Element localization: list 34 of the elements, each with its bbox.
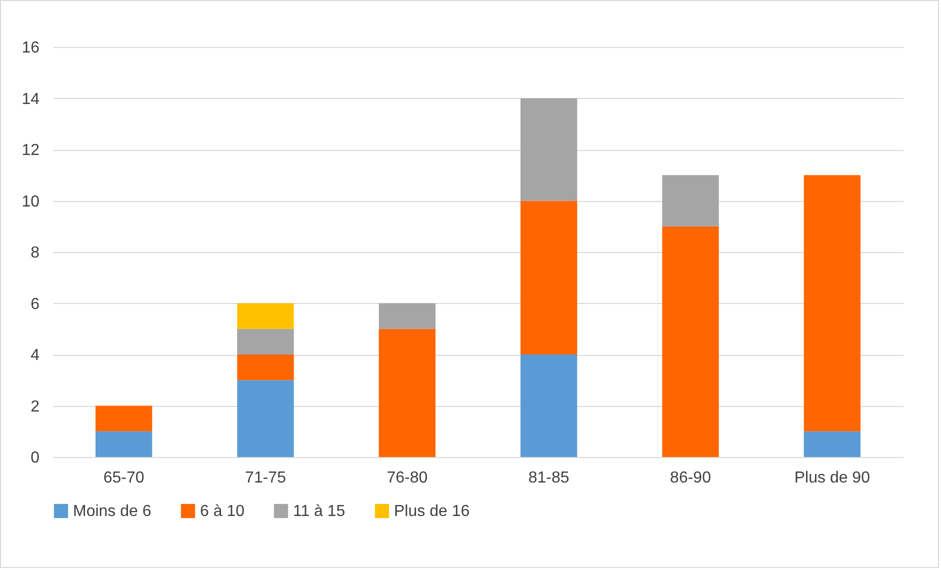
bar	[237, 328, 294, 354]
legend-label: Moins de 6	[73, 503, 152, 520]
bar	[804, 175, 860, 432]
bar	[237, 303, 294, 329]
x-tick-label: 81-85	[528, 470, 570, 486]
y-tick-label: 4	[30, 347, 40, 364]
y-tick-label: 2	[30, 398, 40, 416]
legend-label: 6 à 10	[200, 503, 245, 520]
x-tick-label: 71-75	[245, 470, 286, 486]
bar	[96, 431, 152, 457]
x-tick-label: Plus de 90	[794, 470, 870, 486]
y-tick-label: 0	[30, 450, 40, 466]
x-tick-label: 76-80	[386, 470, 428, 486]
bar	[378, 303, 436, 329]
legend-label: 11 à 15	[293, 503, 346, 520]
legend-label: Plus de 16	[394, 503, 470, 520]
y-tick-label: 10	[22, 193, 40, 210]
bar	[520, 98, 578, 201]
bar	[378, 328, 436, 457]
y-tick-label: 14	[22, 90, 40, 108]
bar	[237, 380, 294, 457]
bar	[96, 406, 152, 432]
y-tick-label: 16	[22, 40, 40, 56]
bar	[804, 431, 860, 457]
bar	[520, 200, 578, 354]
bar	[662, 226, 719, 457]
y-tick-label: 12	[22, 142, 40, 159]
bar	[237, 354, 294, 380]
bar	[662, 175, 719, 226]
x-tick-label: 86-90	[670, 470, 712, 486]
bar	[520, 354, 578, 457]
x-tick-label: 65-70	[103, 470, 144, 486]
y-tick-label: 6	[30, 296, 40, 313]
y-tick-label: 8	[30, 244, 40, 262]
